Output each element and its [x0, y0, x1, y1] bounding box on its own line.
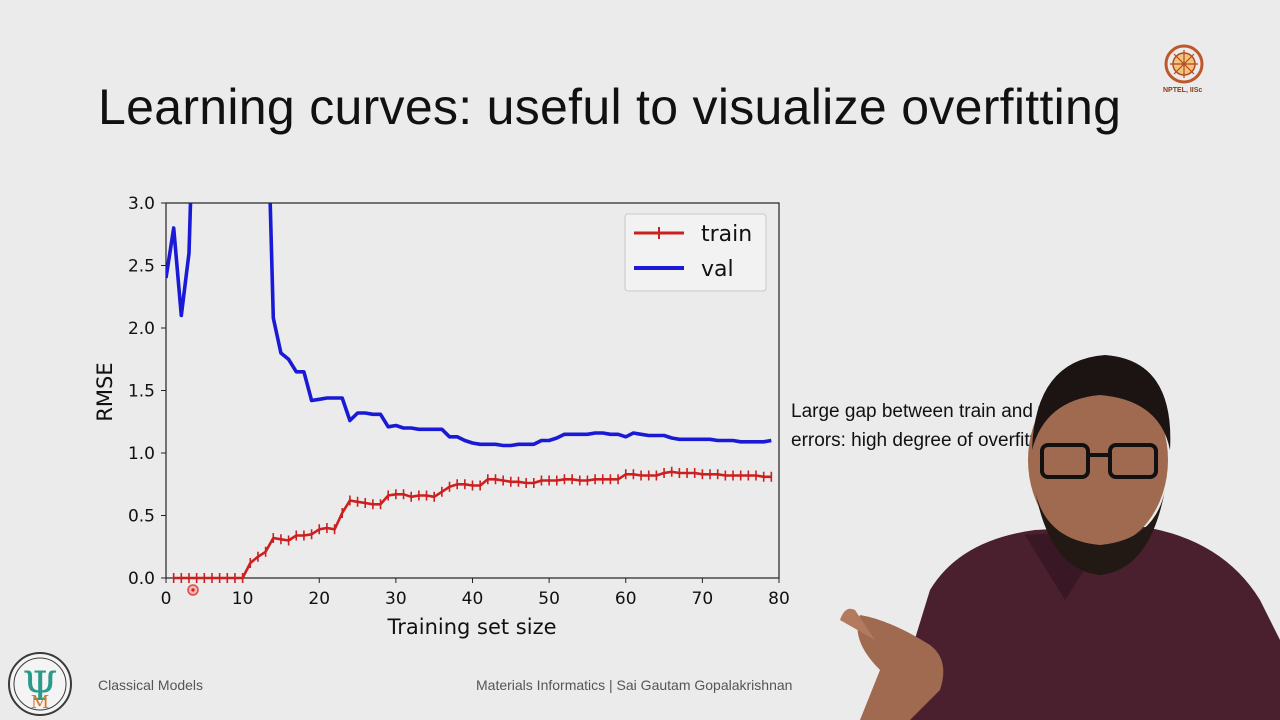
y-tick-label: 2.5	[128, 257, 155, 277]
x-tick-label: 20	[308, 589, 330, 609]
presenter-video	[840, 355, 1280, 720]
y-axis-label: RMSE	[93, 362, 117, 421]
nptel-logo-icon	[1164, 44, 1204, 84]
x-tick-label: 60	[615, 589, 637, 609]
y-tick-label: 1.0	[128, 444, 155, 464]
y-tick-label: 0.0	[128, 569, 155, 589]
nptel-logo-label: NPTEL, IISc	[1163, 87, 1203, 94]
x-tick-label: 40	[462, 589, 484, 609]
y-tick-label: 0.5	[128, 507, 155, 527]
y-tick-label: 3.0	[128, 194, 155, 214]
institute-logo-icon: Ψ M	[8, 652, 72, 716]
y-tick-label: 2.0	[128, 319, 155, 339]
legend-val-label: val	[701, 257, 734, 282]
x-tick-label: 30	[385, 589, 407, 609]
x-tick-label: 80	[768, 589, 790, 609]
legend: train val	[624, 213, 767, 292]
learning-curve-chart: 0 10 20 30 40 50 60 70 80 0.0 0.5 1.0 1.5 2.0 2.5 3.0 T…	[93, 194, 790, 639]
footer-lecture-info: Materials Informatics | Sai Gautam Gopal…	[476, 677, 793, 693]
x-tick-label: 50	[538, 589, 560, 609]
side-note-line-2: errors: high degree of overfitting	[791, 430, 1061, 451]
val-series-line	[166, 203, 772, 448]
y-tick-label: 1.5	[128, 382, 155, 402]
svg-text:Ψ: Ψ	[22, 664, 57, 710]
x-tick-label: 10	[232, 589, 254, 609]
slide-title: Learning curves: useful to visualize ove…	[98, 79, 1122, 135]
x-axis-label: Training set size	[386, 615, 556, 639]
x-tick-label: 70	[692, 589, 714, 609]
legend-train-label: train	[701, 222, 752, 247]
x-tick-label: 0	[161, 589, 172, 609]
svg-text:M: M	[31, 692, 49, 713]
footer-course-title: Classical Models	[98, 677, 204, 693]
